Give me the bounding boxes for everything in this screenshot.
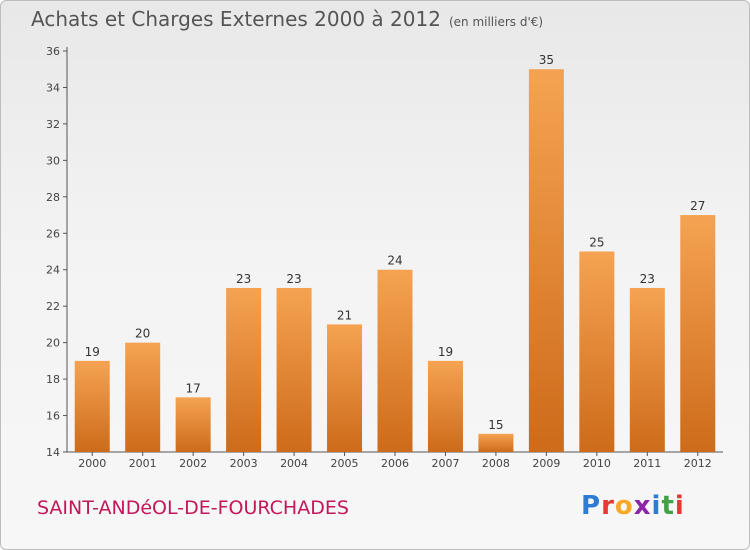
bar-2005[interactable] [327, 324, 363, 452]
bar-2002[interactable] [175, 397, 211, 452]
x-tick-label: 2003 [230, 457, 258, 470]
chart-title-unit: (en milliers d'€) [448, 15, 544, 29]
x-tick-label: 2011 [633, 457, 661, 470]
logo-letter: o [614, 491, 634, 521]
logo-letter: i [674, 491, 685, 521]
logo-letter: r [601, 491, 615, 521]
x-tick-label: 2008 [482, 457, 510, 470]
y-tick-label: 24 [46, 264, 60, 277]
chart-title: Achats et Charges Externes 2000 à 2012 (e… [31, 7, 543, 31]
x-tick-label: 2010 [583, 457, 611, 470]
x-tick-label: 2006 [381, 457, 409, 470]
value-label: 19 [438, 345, 453, 359]
value-label: 23 [286, 272, 301, 286]
y-tick-label: 16 [46, 410, 60, 423]
x-tick-label: 2007 [431, 457, 459, 470]
bar-2012[interactable] [680, 215, 716, 452]
y-tick-label: 30 [46, 154, 60, 167]
x-tick-label: 2005 [331, 457, 359, 470]
y-tick-label: 22 [46, 300, 60, 313]
bar-2009[interactable] [528, 69, 564, 453]
bar-2003[interactable] [226, 287, 262, 452]
y-tick-label: 14 [46, 446, 60, 459]
value-label: 20 [135, 327, 150, 341]
value-label: 19 [85, 345, 100, 359]
x-tick-label: 2001 [129, 457, 157, 470]
logo-letter: t [661, 491, 675, 521]
value-label: 15 [488, 418, 503, 432]
bar-2011[interactable] [629, 287, 665, 452]
x-tick-label: 2000 [78, 457, 106, 470]
x-tick-label: 2002 [179, 457, 207, 470]
bar-2006[interactable] [377, 269, 413, 452]
y-tick-label: 26 [46, 227, 60, 240]
value-label: 21 [337, 308, 352, 322]
value-label: 25 [589, 236, 604, 250]
chart-title-main: Achats et Charges Externes 2000 à 2012 [31, 7, 441, 31]
bar-2001[interactable] [125, 342, 161, 452]
proxiti-logo[interactable]: Proxiti [581, 491, 685, 521]
y-tick-label: 32 [46, 118, 60, 131]
value-label: 17 [186, 381, 201, 395]
x-tick-label: 2009 [532, 457, 560, 470]
logo-letter: x [633, 491, 652, 521]
y-tick-label: 28 [46, 191, 60, 204]
value-label: 23 [640, 272, 655, 286]
y-tick-label: 18 [46, 373, 60, 386]
commune-name: SAINT-ANDéOL-DE-FOURCHADES [37, 497, 349, 519]
x-tick-label: 2012 [684, 457, 712, 470]
bar-2004[interactable] [276, 287, 312, 452]
value-label: 24 [387, 254, 402, 268]
bar-2010[interactable] [579, 251, 615, 453]
value-label: 27 [690, 199, 705, 213]
bar-2008[interactable] [478, 433, 514, 452]
logo-letter: i [651, 491, 662, 521]
value-label: 23 [236, 272, 251, 286]
y-tick-label: 34 [46, 81, 60, 94]
y-tick-label: 36 [46, 45, 60, 58]
logo-letter: P [581, 491, 602, 521]
value-label: 35 [539, 53, 554, 67]
bar-2000[interactable] [74, 360, 110, 452]
y-tick-label: 20 [46, 337, 60, 350]
x-tick-label: 2004 [280, 457, 308, 470]
bar-2007[interactable] [427, 360, 463, 452]
